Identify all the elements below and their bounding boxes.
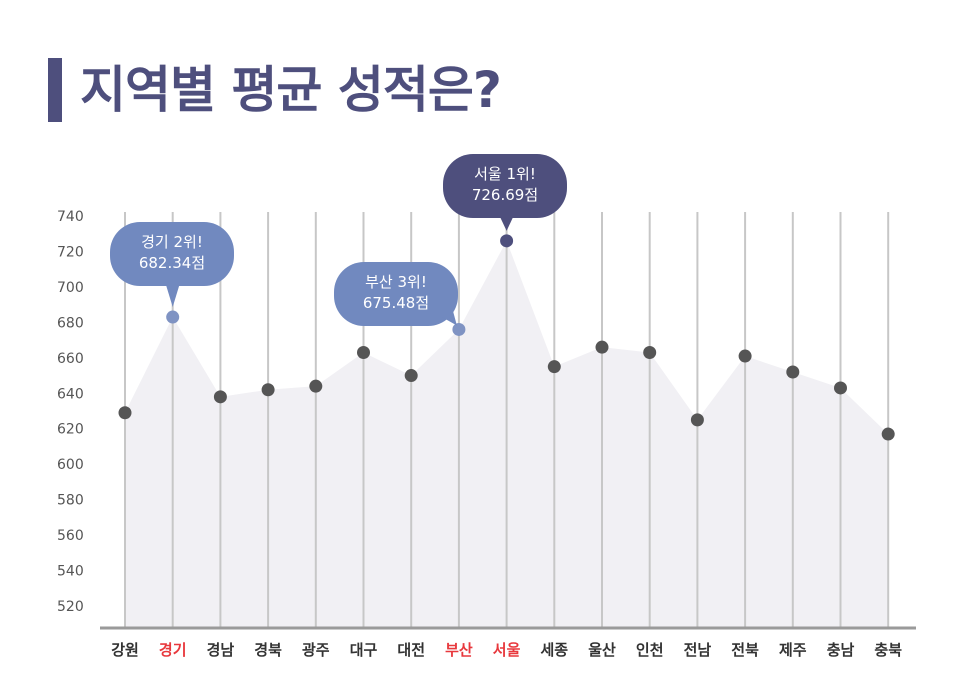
data-point-대전 (404, 369, 418, 383)
title-accent-bar (48, 58, 62, 122)
x-category-label-전북: 전북 (731, 641, 759, 659)
data-point-광주 (309, 379, 323, 393)
x-category-label-강원: 강원 (111, 641, 139, 659)
y-tick-label-520: 520 (57, 599, 84, 615)
data-point-경남 (213, 390, 227, 404)
y-tick-label-720: 720 (57, 244, 84, 260)
x-category-label-충북: 충북 (874, 641, 902, 659)
callout-text-line: 682.34점 (139, 254, 205, 272)
y-tick-label-640: 640 (57, 386, 84, 402)
callout-text-line: 675.48점 (363, 294, 429, 312)
x-category-label-경남: 경남 (207, 641, 235, 659)
data-point-충남 (834, 381, 847, 395)
callout-pointer (440, 300, 457, 326)
x-category-label-세종: 세종 (540, 641, 568, 659)
callout-text-line: 726.69점 (472, 186, 538, 204)
x-category-label-부산: 부산 (445, 641, 473, 659)
data-point-충북 (881, 427, 895, 441)
callout-서울: 서울 1위! 726.69점 (443, 154, 567, 231)
data-point-세종 (547, 360, 561, 374)
data-point-인천 (643, 346, 657, 359)
callout-text-line: 서울 1위! (474, 165, 536, 183)
callout-부산: 부산 3위! 675.48점 (334, 262, 458, 326)
x-category-label-대전: 대전 (397, 641, 425, 659)
x-category-label-인천: 인천 (636, 641, 664, 659)
x-category-label-경북: 경북 (254, 641, 282, 659)
data-point-경기 (166, 310, 180, 324)
y-tick-label-600: 600 (57, 457, 84, 473)
x-category-label-충남: 충남 (827, 641, 855, 659)
callout-pointer (499, 216, 514, 231)
x-category-label-전남: 전남 (684, 641, 712, 659)
y-tick-label-540: 540 (57, 564, 84, 580)
data-point-전북 (738, 349, 752, 363)
data-point-울산 (595, 340, 609, 354)
callout-bubble (110, 222, 234, 286)
data-point-대구 (357, 346, 370, 359)
y-tick-label-620: 620 (57, 422, 84, 438)
y-tick-label-560: 560 (57, 528, 84, 544)
data-point-강원 (118, 406, 132, 420)
page-title: 지역별 평균 성적은? (80, 61, 502, 119)
data-point-경북 (261, 383, 275, 397)
y-tick-label-580: 580 (57, 493, 84, 509)
callout-pointer (165, 284, 180, 308)
x-category-label-서울: 서울 (493, 641, 521, 659)
y-tick-label-680: 680 (57, 315, 84, 331)
x-category-label-울산: 울산 (588, 641, 616, 659)
data-point-부산 (452, 322, 466, 336)
data-point-서울 (500, 234, 514, 248)
callout-text-line: 경기 2위! (141, 233, 203, 251)
y-tick-label-700: 700 (57, 280, 84, 296)
y-tick-label-660: 660 (57, 351, 84, 367)
x-category-label-경기: 경기 (159, 641, 187, 659)
data-point-전남 (690, 413, 704, 427)
y-tick-label-740: 740 (57, 209, 84, 225)
callout-text-line: 부산 3위! (365, 273, 427, 291)
x-category-label-대구: 대구 (350, 641, 378, 659)
data-point-제주 (786, 365, 800, 379)
x-category-label-광주: 광주 (302, 641, 330, 659)
x-category-label-제주: 제주 (779, 641, 807, 659)
callout-bubble (334, 262, 458, 326)
callout-경기: 경기 2위! 682.34점 (110, 222, 234, 308)
callout-bubble (443, 154, 567, 218)
